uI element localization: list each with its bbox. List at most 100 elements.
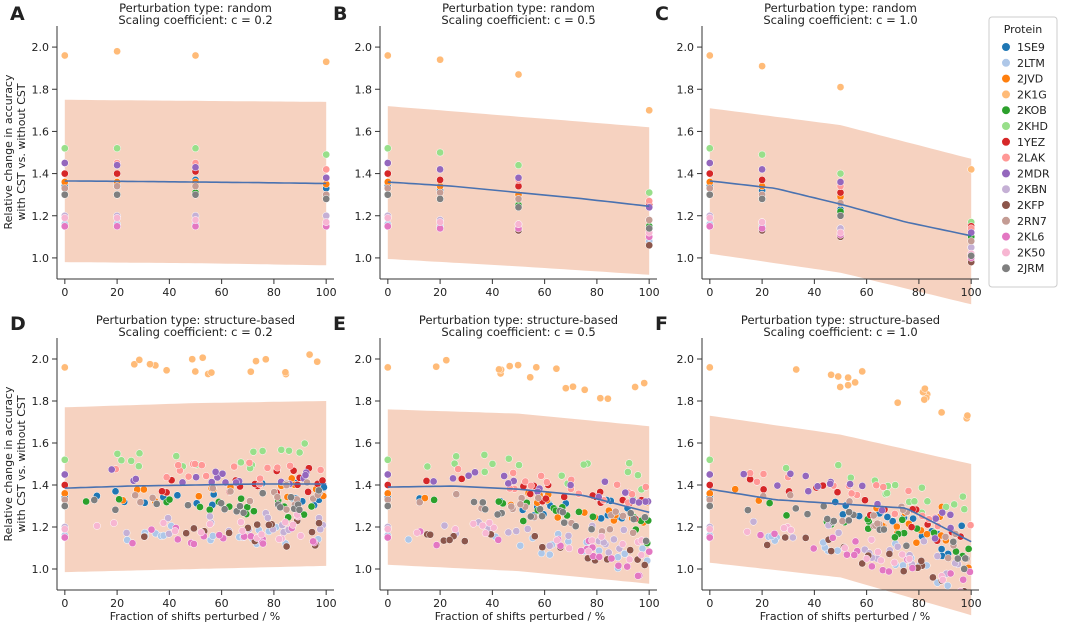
data-point-2khd xyxy=(959,492,967,501)
data-point-2k50 xyxy=(584,547,593,556)
data-point-2rn7 xyxy=(226,487,235,496)
data-point-2k50 xyxy=(553,536,561,545)
data-point-2k50 xyxy=(275,535,284,543)
legend-label-2kfp: 2KFP xyxy=(1017,199,1045,212)
data-point-2khd xyxy=(942,503,950,511)
data-point-2khd xyxy=(634,471,642,480)
data-point-2kbn xyxy=(564,531,573,540)
x-tick-label-D: 80 xyxy=(267,597,281,610)
data-point-2jrm xyxy=(470,498,478,506)
data-point-1se9 xyxy=(909,514,917,523)
x-tick-label-D: 0 xyxy=(61,597,68,610)
y-tick-label-A: 1.8 xyxy=(32,83,50,96)
data-point-2k50 xyxy=(469,519,478,528)
data-point-2k1g xyxy=(191,51,200,60)
legend-label-2jvd: 2JVD xyxy=(1017,73,1043,86)
data-point-1se9 xyxy=(173,491,182,500)
data-point-2mdr xyxy=(641,497,650,506)
data-point-2mdr xyxy=(946,510,955,519)
data-point-2rn7 xyxy=(967,237,976,245)
data-point-2kob xyxy=(575,508,583,516)
x-tick-label-F: 60 xyxy=(860,597,874,610)
data-point-2jrm xyxy=(967,251,976,260)
data-point-2k1g xyxy=(514,361,522,369)
data-point-2mdr xyxy=(60,159,69,167)
data-point-2khd xyxy=(515,461,523,469)
data-point-2kfp xyxy=(899,567,908,576)
data-point-2rn7 xyxy=(786,491,795,500)
data-point-1yez xyxy=(113,169,121,178)
data-point-2kbn xyxy=(920,537,928,546)
data-point-2khd xyxy=(834,461,843,469)
data-point-2jrm xyxy=(152,500,161,508)
data-point-2lak xyxy=(641,483,650,491)
y-tick-label-C: 1.6 xyxy=(677,125,695,138)
data-point-1se9 xyxy=(937,545,946,553)
data-point-2k50 xyxy=(171,527,179,535)
data-point-2lak xyxy=(872,481,881,490)
data-point-2mdr xyxy=(471,468,479,477)
data-point-2k50 xyxy=(489,523,498,532)
data-point-2jrm xyxy=(791,504,800,513)
data-point-2rn7 xyxy=(191,182,200,191)
data-point-2kl6 xyxy=(607,554,616,563)
data-point-2kfp xyxy=(190,524,198,533)
data-point-2lak xyxy=(162,473,171,482)
data-point-2jrm xyxy=(953,554,962,563)
data-point-2k1g xyxy=(705,363,714,372)
data-point-2kl6 xyxy=(595,553,604,561)
data-point-2jvd xyxy=(923,530,931,539)
data-point-2k50 xyxy=(758,218,766,226)
data-point-2jrm xyxy=(478,498,487,507)
data-point-2lak xyxy=(316,466,325,474)
trend-line-D xyxy=(64,483,327,489)
legend: Protein 1SE9 2LTM 2JVD 2K1G 2KOB 2KHD 1YEZ 2LAK… xyxy=(988,16,1058,288)
data-point-2jvd xyxy=(892,522,901,531)
data-point-2k1g xyxy=(758,62,766,70)
data-point-2kl6 xyxy=(215,531,224,539)
data-point-2jrm xyxy=(111,505,120,514)
data-point-2rn7 xyxy=(383,184,392,193)
data-point-2k50 xyxy=(289,520,297,529)
trend-line-C xyxy=(709,180,972,237)
data-point-2k1g xyxy=(967,165,976,174)
data-point-2kbn xyxy=(440,521,449,530)
data-point-2ltm xyxy=(404,535,413,544)
x-tick-label-C: 100 xyxy=(961,286,982,299)
data-point-2jrm xyxy=(961,554,970,563)
data-point-2jrm xyxy=(880,525,888,534)
x-tick-label-A: 0 xyxy=(61,286,68,299)
data-point-2k50 xyxy=(478,521,487,530)
data-point-2rn7 xyxy=(645,216,654,224)
data-point-2kl6 xyxy=(113,222,121,231)
data-point-2kbn xyxy=(933,552,942,560)
x-axis-label-E: Fraction of shifts perturbed / % xyxy=(435,610,605,623)
y-tick-label-D: 1.2 xyxy=(32,521,50,534)
data-point-2lak xyxy=(184,472,193,481)
data-point-2k1g xyxy=(135,356,144,364)
data-point-2khd xyxy=(423,462,432,471)
data-point-2mdr xyxy=(705,470,714,479)
data-point-2khd xyxy=(514,161,523,170)
data-point-2k50 xyxy=(413,528,421,537)
data-point-1yez xyxy=(457,475,466,483)
x-tick-label-C: 80 xyxy=(912,286,926,299)
data-point-2jrm xyxy=(587,525,596,534)
data-point-2kfp xyxy=(225,529,233,537)
data-point-2k50 xyxy=(322,218,331,226)
data-point-1se9 xyxy=(888,517,897,526)
data-point-2jrm xyxy=(536,505,544,514)
data-point-2k1g xyxy=(836,383,845,391)
data-point-2kob xyxy=(430,496,438,504)
data-point-2k1g xyxy=(836,83,845,91)
data-point-2k50 xyxy=(281,518,290,527)
data-point-2kbn xyxy=(206,512,214,521)
y-tick-label-E: 1.0 xyxy=(355,563,373,576)
data-point-2kl6 xyxy=(494,536,503,544)
y-tick-label-E: 1.6 xyxy=(355,437,373,450)
x-tick-label-A: 60 xyxy=(215,286,229,299)
data-point-2jrm xyxy=(642,537,650,545)
data-point-2khd xyxy=(910,497,919,506)
data-point-2kl6 xyxy=(770,529,779,538)
